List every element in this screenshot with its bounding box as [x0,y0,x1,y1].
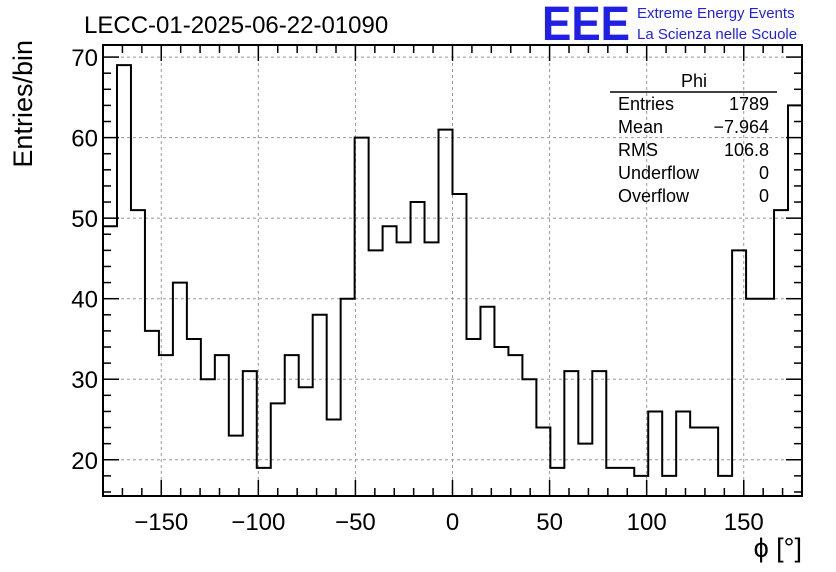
y-tick-label: 40 [71,287,98,314]
eee-logo-line1: Extreme Energy Events [637,5,795,22]
histogram-bin [145,331,159,496]
stats-row-value: 1789 [729,94,769,114]
histogram-bin [676,411,690,496]
histogram-bin [550,468,564,496]
stats-row-label: Underflow [618,163,700,183]
histogram-bin [131,210,145,496]
y-tick-label: 20 [71,448,98,475]
x-tick-label: 100 [627,509,667,536]
histogram-bin [453,194,467,496]
histogram-bin [299,387,313,496]
eee-logo-line2: La Scienza nelle Scuole [637,26,797,43]
histogram-bin [508,355,522,496]
histogram-bin [439,130,453,496]
histogram-bin [746,299,760,496]
x-tick-label: −100 [231,509,285,536]
histogram-bin [271,403,285,496]
histogram-bin [648,411,662,496]
histogram-bin [285,355,299,496]
histogram-bin [229,436,243,496]
stats-row-value: −7.964 [713,117,769,137]
histogram-bin [536,428,550,496]
stats-box: Phi Entries 1789 Mean −7.964 RMS 106.8 Underfl… [610,71,777,206]
eee-logo-letters: EEE [542,0,630,51]
x-tick-label: 50 [536,509,563,536]
y-tick-label: 60 [71,126,98,153]
histogram-bin [383,226,397,496]
stats-box-title: Phi [681,71,707,91]
histogram-bin [173,283,187,496]
x-tick-label: 0 [446,509,459,536]
histogram-bin [578,444,592,496]
histogram-bin [397,242,411,496]
stats-rows: Entries 1789 Mean −7.964 RMS 106.8 Underflow 0 O… [618,94,769,206]
histogram-bin [341,299,355,496]
histogram-bin [480,307,494,496]
y-axis-label: Entries/bin [8,40,38,168]
axis-ticks: −150 −100 −50 0 50 100 150 20 30 40 50 60 70 [71,45,803,536]
histogram-bin [760,299,774,496]
stats-row-label: Mean [618,117,663,137]
histogram-bin [243,371,257,496]
histogram-bin [466,339,480,496]
stats-row-value: 106.8 [724,140,769,160]
histogram-bin [788,105,802,496]
histogram-bin [355,138,369,496]
histogram-bin [774,210,788,496]
histogram-bin [522,379,536,496]
stats-row-label: Entries [618,94,674,114]
chart-title: LECC-01-2025-06-22-01090 [84,12,388,39]
histogram-bin [494,347,508,496]
histogram-bin [411,202,425,496]
histogram-bin [327,419,341,496]
histogram-bin [201,379,215,496]
histogram-bin [369,250,383,496]
x-tick-label: −150 [134,509,188,536]
histogram-bin [592,371,606,496]
stats-row-value: 0 [759,163,769,183]
stats-row-label: RMS [618,140,658,160]
histogram-bin [690,428,704,496]
histogram-line [103,64,802,477]
histogram-bin [215,355,229,496]
y-tick-label: 50 [71,206,98,233]
histogram-bin [425,242,439,496]
x-axis-label: ϕ [°] [754,533,802,563]
histogram-bin [313,315,327,496]
stats-row-label: Overflow [618,186,690,206]
histogram-bin [564,371,578,496]
histogram-bin [718,476,732,496]
histogram-bin [187,339,201,496]
x-tick-label: −50 [335,509,376,536]
histogram-bin [662,476,676,496]
histogram-bin [704,428,718,496]
eee-logo: EEE Extreme Energy Events La Scienza nel… [542,0,797,51]
stats-row-value: 0 [759,186,769,206]
y-tick-label: 30 [71,367,98,394]
x-tick-label: 150 [724,509,764,536]
histogram-bin [117,65,131,496]
y-tick-label: 70 [71,45,98,72]
